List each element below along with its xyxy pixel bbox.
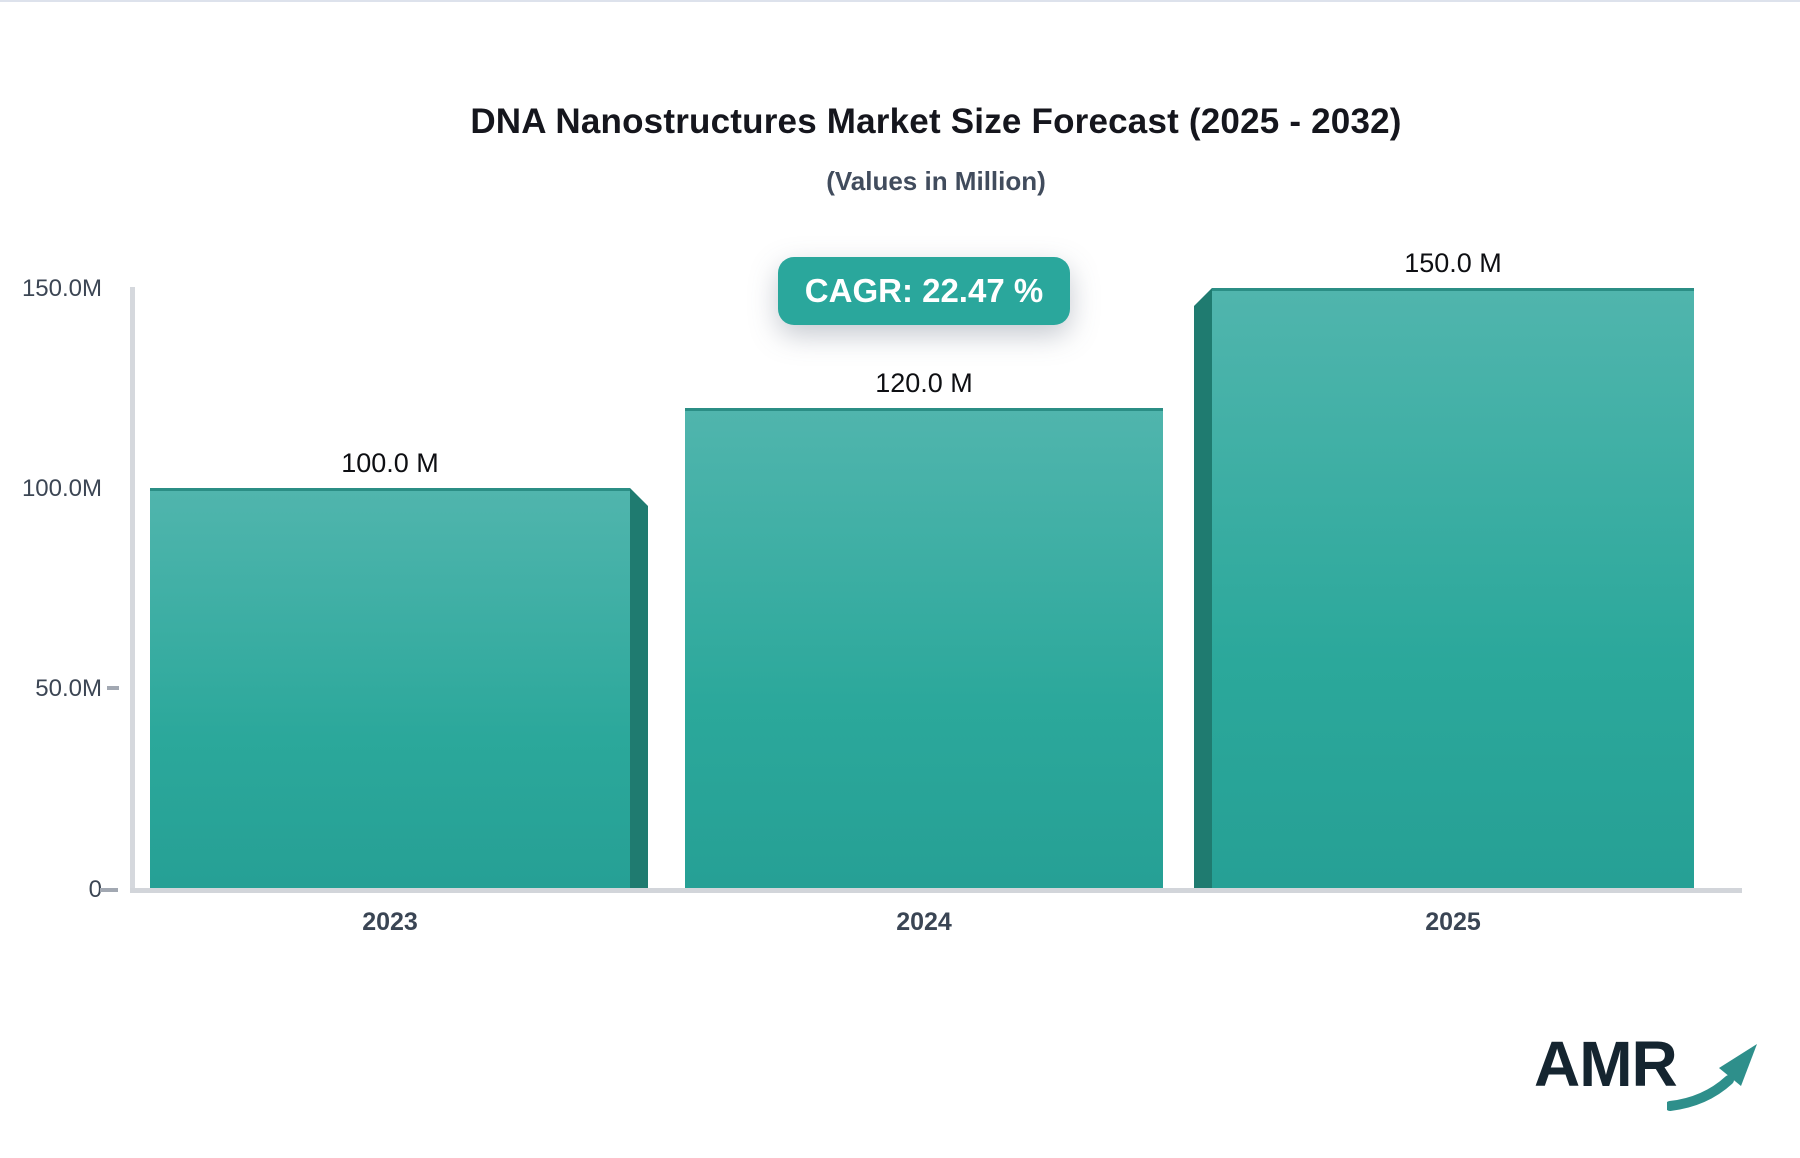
amr-logo-text: AMR	[1534, 1028, 1678, 1100]
x-axis-line	[130, 888, 1742, 893]
y-tick-mark-50m	[107, 686, 119, 690]
bar-2025-value-label: 150.0 M	[1404, 248, 1502, 278]
y-tick-label-50m: 50.0M	[35, 675, 102, 702]
bar-2025[interactable]	[1212, 288, 1694, 888]
bar-2023[interactable]	[150, 488, 630, 888]
bar-2025-side-face	[1194, 288, 1212, 888]
chart-title: DNA Nanostructures Market Size Forecast …	[470, 102, 1402, 141]
bar-2024[interactable]	[685, 408, 1163, 888]
cagr-badge: CAGR: 22.47 %	[778, 257, 1070, 325]
chart-subtitle: (Values in Million)	[826, 166, 1046, 196]
y-tick-label-100m: 100.0M	[21, 475, 102, 502]
x-tick-label-2023: 2023	[362, 908, 418, 936]
amr-logo: AMR	[1534, 1032, 1763, 1112]
bar-2023-value-label: 100.0 M	[341, 448, 439, 478]
y-tick-mark-0	[100, 888, 118, 892]
y-tick-label-150m: 150.0M	[21, 275, 102, 302]
y-axis-line	[130, 287, 135, 893]
x-tick-label-2025: 2025	[1425, 908, 1481, 936]
growth-arrow-icon	[1666, 1044, 1757, 1111]
bar-2023-side-face	[630, 488, 648, 888]
y-tick-label-0: 0	[88, 876, 102, 903]
bar-2024-value-label: 120.0 M	[875, 368, 973, 398]
x-tick-label-2024: 2024	[896, 908, 952, 936]
